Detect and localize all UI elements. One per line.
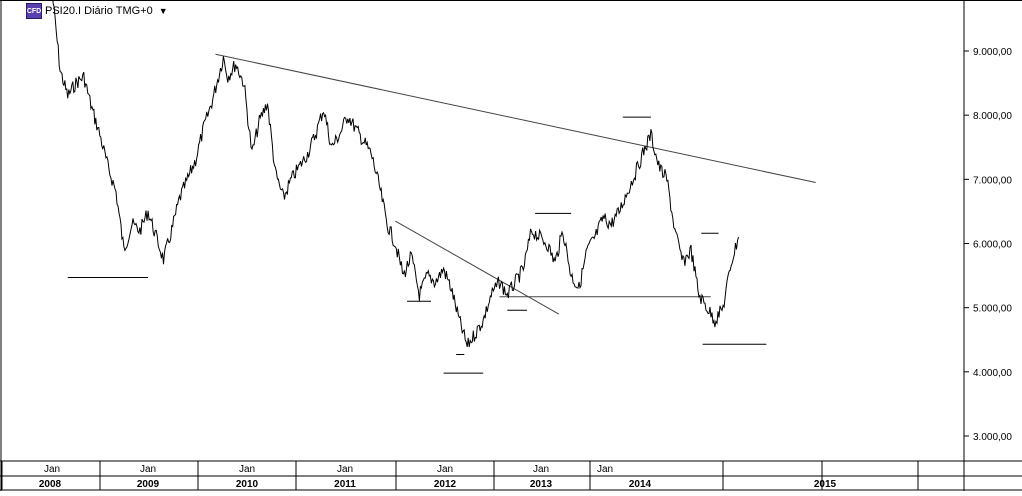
x-year-label: 2011 bbox=[334, 479, 356, 490]
y-tick-label: 7.000,00 bbox=[973, 175, 1012, 186]
x-month-label: Jan bbox=[44, 464, 60, 475]
x-year-label: 2010 bbox=[236, 479, 259, 490]
y-tick-label: 8.000,00 bbox=[973, 111, 1012, 122]
chevron-down-icon[interactable]: ▼ bbox=[158, 6, 168, 16]
symbol-label: PSI20.I Diário TMG+0 bbox=[45, 5, 153, 17]
x-year-label: 2012 bbox=[434, 479, 457, 490]
cfd-icon: CFD bbox=[26, 3, 42, 19]
x-year-label: 2008 bbox=[39, 479, 62, 490]
x-year-label: 2009 bbox=[137, 479, 160, 490]
x-month-label: Jan bbox=[140, 464, 156, 475]
price-series-line bbox=[52, 0, 739, 348]
y-tick-label: 4.000,00 bbox=[973, 368, 1012, 379]
chart-title-bar[interactable]: CFD PSI20.I Diário TMG+0 ▼ bbox=[26, 3, 168, 19]
trendlines-layer bbox=[67, 53, 816, 374]
x-month-label: Jan bbox=[437, 464, 453, 475]
trendline bbox=[215, 53, 816, 184]
x-axis: Jan Jan Jan Jan Jan Jan Jan 2008 2009 2010 2011 201… bbox=[1, 461, 919, 490]
series-layer bbox=[52, 0, 739, 348]
x-year-label: 2014 bbox=[629, 479, 652, 490]
x-month-label: Jan bbox=[533, 464, 549, 475]
y-tick-label: 5.000,00 bbox=[973, 304, 1012, 315]
y-tick-label: 9.000,00 bbox=[973, 47, 1012, 58]
x-month-label: Jan bbox=[337, 464, 353, 475]
y-tick-label: 3.000,00 bbox=[973, 432, 1012, 443]
x-year-label: 2015 bbox=[814, 479, 837, 490]
x-month-label: Jan bbox=[597, 464, 613, 475]
trendline bbox=[395, 220, 560, 315]
x-year-label: 2013 bbox=[530, 479, 553, 490]
y-tick-label: 6.000,00 bbox=[973, 240, 1012, 251]
y-axis: 3.000,00 4.000,00 5.000,00 6.000,00 7.000,00… bbox=[964, 47, 1012, 443]
x-month-label: Jan bbox=[239, 464, 255, 475]
